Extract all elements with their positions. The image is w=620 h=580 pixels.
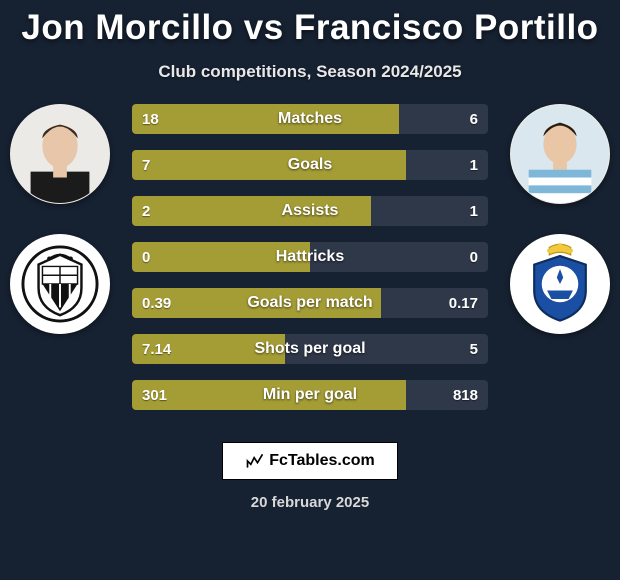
stat-right-value: 0 <box>470 249 478 266</box>
stat-left-segment: 301 <box>132 380 406 410</box>
stat-left-value: 301 <box>142 387 167 404</box>
stat-left-value: 7 <box>142 157 150 174</box>
footer-date: 20 february 2025 <box>0 494 620 511</box>
stat-right-value: 818 <box>453 387 478 404</box>
player1-club-badge <box>10 234 110 334</box>
stat-row: 7.145Shots per goal <box>132 334 488 364</box>
stat-right-segment: 5 <box>285 334 488 364</box>
stat-left-segment: 7.14 <box>132 334 285 364</box>
stat-right-value: 1 <box>470 203 478 220</box>
stat-right-segment: 6 <box>399 104 488 134</box>
stat-row: 186Matches <box>132 104 488 134</box>
comparison-area: 186Matches71Goals21Assists00Hattricks0.3… <box>0 104 620 424</box>
stat-left-segment: 0 <box>132 242 310 272</box>
stat-right-value: 6 <box>470 111 478 128</box>
stat-left-value: 2 <box>142 203 150 220</box>
title-player2: Francisco Portillo <box>294 8 599 47</box>
stat-left-segment: 18 <box>132 104 399 134</box>
footer-site-text: FcTables.com <box>269 452 375 470</box>
stat-left-value: 18 <box>142 111 159 128</box>
stat-left-segment: 7 <box>132 150 406 180</box>
title-player1: Jon Morcillo <box>21 8 233 47</box>
stat-right-value: 1 <box>470 157 478 174</box>
player1-avatar <box>10 104 110 204</box>
title-vs: vs <box>244 8 294 47</box>
left-column <box>10 104 110 334</box>
stat-row: 71Goals <box>132 150 488 180</box>
stat-left-value: 0.39 <box>142 295 171 312</box>
page-title: Jon Morcillo vs Francisco Portillo <box>0 0 620 48</box>
stat-left-value: 0 <box>142 249 150 266</box>
stat-right-segment: 1 <box>406 150 488 180</box>
player2-avatar <box>510 104 610 204</box>
stat-row: 301818Min per goal <box>132 380 488 410</box>
stat-row: 0.390.17Goals per match <box>132 288 488 318</box>
stat-left-value: 7.14 <box>142 341 171 358</box>
footer-site-badge: FcTables.com <box>222 442 398 480</box>
stat-right-segment: 0 <box>310 242 488 272</box>
stat-right-segment: 0.17 <box>381 288 488 318</box>
player2-club-badge <box>510 234 610 334</box>
stat-left-segment: 0.39 <box>132 288 381 318</box>
stat-right-value: 0.17 <box>449 295 478 312</box>
stat-right-segment: 1 <box>371 196 488 226</box>
stat-row: 00Hattricks <box>132 242 488 272</box>
stat-left-segment: 2 <box>132 196 371 226</box>
stat-right-value: 5 <box>470 341 478 358</box>
stat-right-segment: 818 <box>406 380 488 410</box>
stat-bars: 186Matches71Goals21Assists00Hattricks0.3… <box>132 104 488 410</box>
right-column <box>510 104 610 334</box>
subtitle: Club competitions, Season 2024/2025 <box>0 62 620 82</box>
stat-row: 21Assists <box>132 196 488 226</box>
